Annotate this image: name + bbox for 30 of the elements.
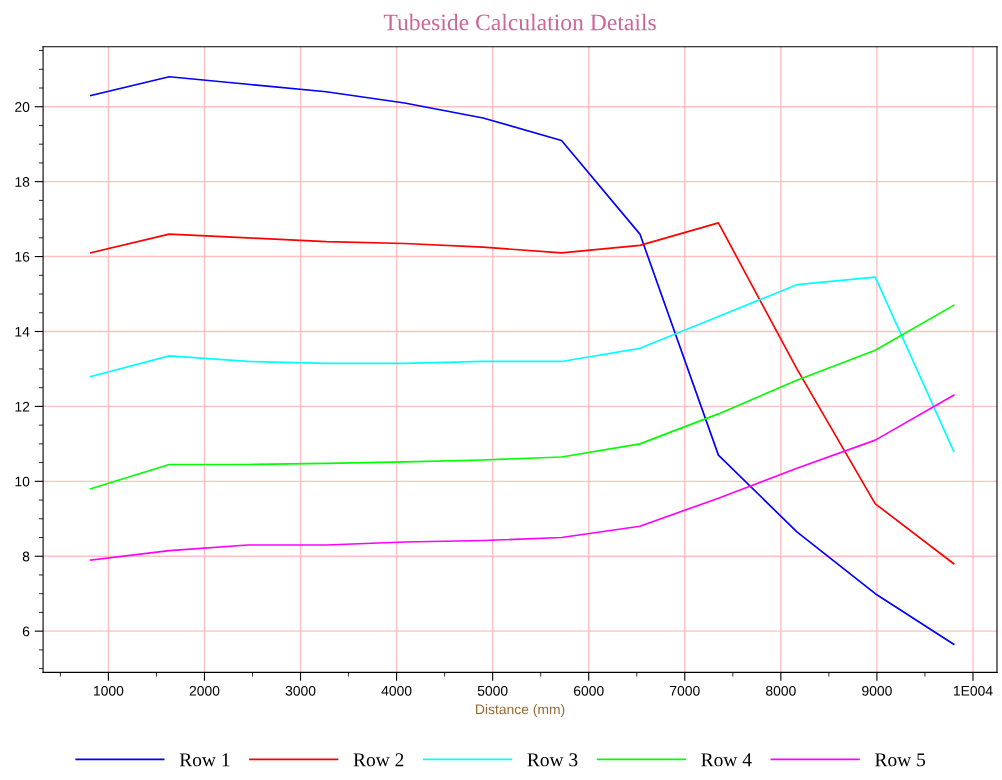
y-tick-label: 10 [15, 476, 30, 487]
x-tick-label: 6000 [573, 685, 604, 696]
x-tick-label: 5000 [477, 685, 508, 696]
x-tick-label: 4000 [381, 685, 412, 696]
x-tick-label: 1E004 [953, 685, 993, 696]
y-tick-label: 18 [15, 176, 30, 187]
y-tick-label: 12 [15, 401, 30, 412]
y-tick-label: 16 [15, 251, 30, 262]
line-series [89, 222, 955, 565]
line-series [89, 75, 955, 646]
x-tick-label: 2000 [189, 685, 220, 696]
x-axis-title: Distance (mm) [476, 704, 565, 717]
x-tick-label: 7000 [670, 685, 700, 696]
x-tick-label: 9000 [862, 685, 892, 696]
line-series [89, 304, 955, 490]
legend-label: Row 4 [701, 753, 752, 767]
y-tick-label: 20 [15, 102, 30, 112]
line-series [89, 394, 955, 561]
legend-label: Row 3 [527, 753, 578, 767]
line-series [89, 276, 955, 453]
y-tick-label: 6 [22, 626, 30, 637]
x-tick-label: 1000 [94, 685, 124, 696]
legend-label: Row 1 [179, 753, 230, 767]
legend-label: Row 5 [875, 753, 926, 767]
chart-title: Tubeside Calculation Details [383, 13, 656, 31]
x-tick-label: 8000 [766, 685, 796, 696]
y-tick-label: 8 [22, 551, 30, 562]
x-tick-label: 3000 [285, 685, 316, 696]
y-tick-label: 14 [15, 326, 30, 337]
legend-label: Row 2 [353, 753, 404, 767]
